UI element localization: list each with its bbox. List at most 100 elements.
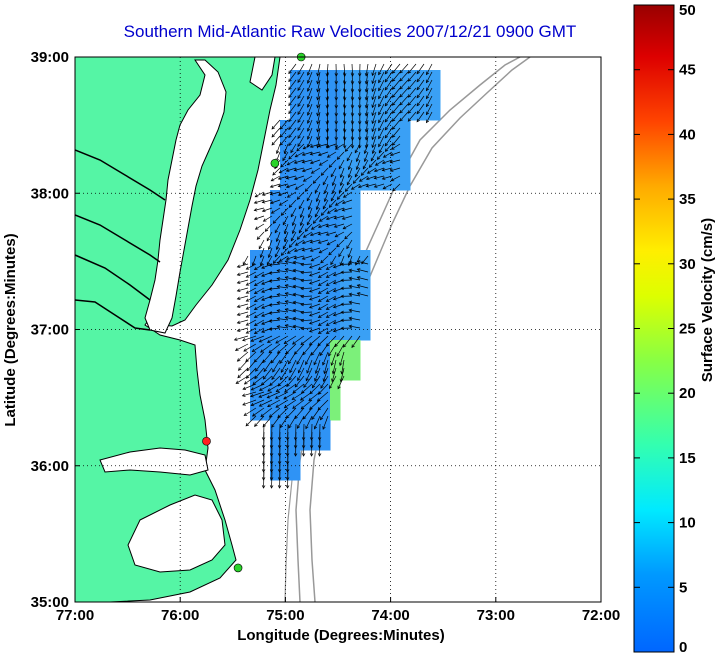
velocity-cell (310, 380, 321, 391)
velocity-arrow-head (288, 134, 292, 139)
velocity-arrow-head (277, 414, 281, 419)
velocity-arrow-head (284, 389, 288, 393)
velocity-arrow-head (288, 377, 292, 381)
velocity-cell (250, 290, 261, 301)
velocity-cell (370, 180, 381, 191)
velocity-arrow (326, 111, 329, 124)
velocity-arrow (277, 302, 289, 305)
velocity-arrow (255, 191, 265, 198)
velocity-arrow (267, 391, 281, 399)
velocity-arrow-head (378, 103, 382, 108)
velocity-arrow (346, 239, 353, 249)
velocity-cell (360, 170, 371, 181)
velocity-arrow (390, 159, 401, 163)
velocity-cell (360, 70, 371, 81)
velocity-arrow-head (378, 135, 382, 140)
velocity-arrow (316, 199, 321, 210)
velocity-arrow (286, 255, 297, 260)
velocity-arrow-head (325, 113, 330, 117)
velocity-cell (420, 110, 431, 121)
velocity-arrow (237, 263, 249, 268)
velocity-cell (320, 190, 331, 201)
velocity-cell (340, 180, 351, 191)
velocity-cell (350, 360, 361, 371)
velocity-arrow-head (274, 395, 279, 399)
velocity-cell (270, 390, 281, 401)
velocity-arrow (305, 351, 313, 365)
velocity-arrow (343, 87, 346, 100)
velocity-arrow-head (292, 300, 297, 305)
velocity-cell (390, 70, 401, 81)
velocity-arrow (286, 175, 297, 179)
velocity-arrow (279, 135, 289, 146)
velocity-arrow-head (314, 378, 318, 382)
velocity-arrow (392, 103, 401, 114)
velocity-arrow-head (292, 292, 297, 297)
velocity-arrow-head (268, 279, 272, 283)
velocity-arrow (326, 127, 329, 140)
velocity-arrow-head (350, 129, 355, 133)
velocity-cell (260, 320, 271, 331)
velocity-cell (300, 360, 311, 371)
velocity-arrow-head (297, 143, 301, 148)
velocity-arrow (351, 95, 353, 109)
velocity-arrow-head (342, 194, 347, 198)
velocity-arrow-head (391, 142, 396, 146)
velocity-arrow-head (301, 152, 306, 156)
velocity-arrow (296, 231, 305, 240)
velocity-arrow (310, 151, 321, 155)
velocity-arrow-head (268, 349, 273, 354)
velocity-arrow-head (317, 290, 322, 294)
velocity-arrow-head (277, 184, 282, 188)
velocity-arrow (352, 175, 361, 184)
velocity-cell (320, 230, 331, 241)
velocity-arrow-head (267, 403, 271, 408)
velocity-cell (320, 130, 331, 141)
y-tick-label: 36:00 (31, 458, 69, 475)
velocity-arrow-head (288, 424, 292, 429)
velocity-cell (260, 260, 271, 271)
velocity-arrow (298, 223, 305, 233)
velocity-cell (270, 470, 281, 481)
velocity-arrow (279, 415, 289, 428)
velocity-cell (420, 70, 431, 81)
velocity-arrow (307, 71, 313, 84)
velocity-arrow-head (346, 181, 350, 186)
velocity-arrow-head (399, 101, 403, 106)
velocity-cell (330, 230, 341, 241)
velocity-arrow (246, 319, 257, 326)
velocity-arrow-head (288, 70, 292, 75)
velocity-arrow (307, 79, 313, 92)
velocity-arrow (237, 279, 249, 284)
velocity-cell (300, 420, 311, 431)
velocity-arrow-head (261, 321, 265, 325)
velocity-arrow (312, 175, 321, 184)
velocity-cell (270, 230, 281, 241)
velocity-arrow (324, 183, 329, 194)
velocity-arrow-head (305, 425, 309, 430)
velocity-cell (320, 70, 331, 81)
velocity-arrow-head (297, 369, 302, 374)
velocity-arrow-head (416, 86, 420, 91)
velocity-arrow-head (316, 120, 320, 125)
velocity-cell (390, 130, 401, 141)
velocity-arrow (416, 79, 425, 91)
velocity-arrow-head (371, 112, 375, 117)
velocity-arrow (351, 71, 353, 85)
velocity-arrow-head (325, 274, 330, 278)
velocity-arrow-head (348, 268, 353, 273)
velocity-cell (290, 130, 301, 141)
velocity-cell (290, 210, 301, 221)
velocity-arrow (399, 111, 409, 122)
velocity-arrow (303, 407, 313, 420)
velocity-cell (270, 210, 281, 221)
velocity-arrow (343, 223, 353, 230)
velocity-arrow (323, 367, 329, 382)
velocity-arrow (304, 223, 313, 232)
velocity-cell (280, 170, 291, 181)
velocity-arrow-head (275, 246, 280, 251)
velocity-arrow-head (301, 240, 306, 245)
velocity-arrow-head (348, 316, 353, 321)
velocity-arrow-head (322, 361, 326, 366)
velocity-arrow (235, 375, 249, 384)
